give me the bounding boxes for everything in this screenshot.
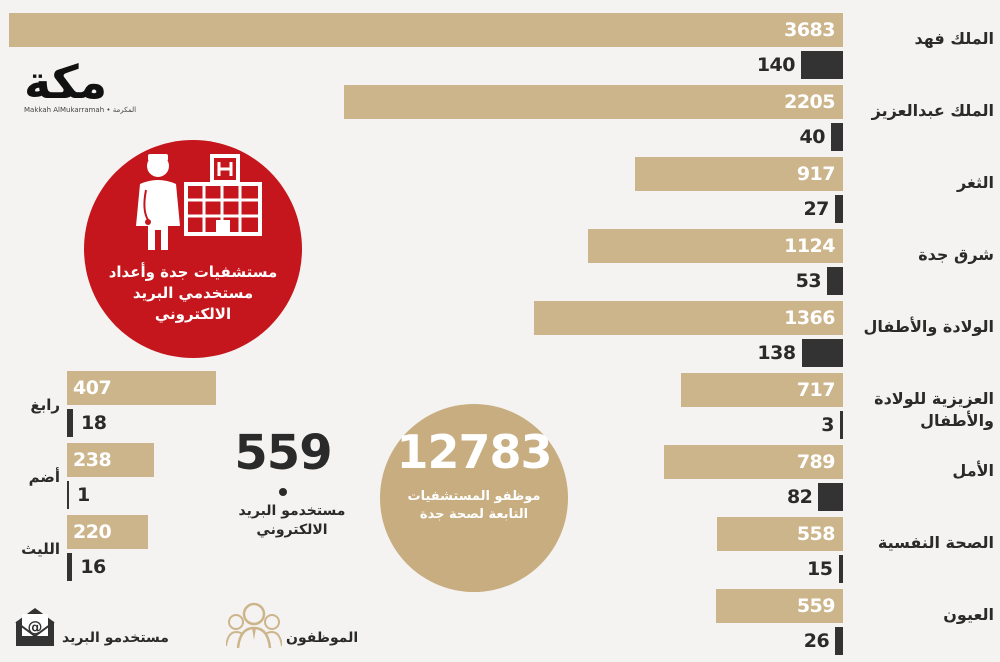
doctor-hospital-icon: [136, 154, 262, 250]
employees-value-label: 559: [796, 595, 836, 617]
category-label: الملك عبدالعزيز: [871, 101, 994, 120]
employees-value-label: 789: [796, 451, 836, 473]
total-employees-circle: [380, 404, 568, 592]
email-users-value-label: 16: [80, 556, 106, 578]
category-label: الولادة والأطفال: [863, 317, 994, 336]
email-users-value-label: 138: [757, 342, 796, 364]
employees-bar: [533, 301, 843, 335]
email-users-value-label: 53: [795, 270, 822, 292]
chart-title: مستشفيات جدة وأعداد مستخدمي البريد الالك…: [108, 263, 278, 323]
employees-bar: [588, 229, 843, 263]
employees-value-label: 3683: [784, 19, 835, 41]
category-label: رابغ: [30, 396, 60, 414]
logo: مكة: [24, 55, 108, 109]
email-users-value-label: 15: [807, 558, 833, 580]
legend-employees: الموظفون: [286, 630, 359, 646]
email-users-bar: [67, 409, 73, 437]
employees-value-label: 220: [73, 521, 112, 543]
email-users-bar: [835, 627, 843, 655]
category-label: شرق جدة: [918, 245, 994, 264]
employees-value-label: 917: [796, 163, 836, 185]
category-label: أضم: [28, 468, 60, 486]
email-users-value-label: 26: [803, 630, 830, 652]
email-users-bar: [838, 555, 843, 583]
email-users-value-label: 82: [786, 486, 813, 508]
email-users-value-label: 1: [77, 484, 90, 506]
bullet-dot: [279, 488, 287, 496]
category-label: الأمل: [952, 461, 994, 480]
email-envelope-icon: @: [15, 608, 55, 646]
email-users-bar: [834, 195, 843, 223]
employees-value-label: 558: [796, 523, 836, 545]
email-users-bar: [801, 51, 843, 79]
email-users-bar: [840, 411, 843, 439]
employees-bar: [67, 443, 155, 477]
category-label: الصحة النفسية: [877, 533, 994, 552]
employees-bar: [680, 373, 843, 407]
email-users-total-value: 559: [234, 425, 332, 481]
employees-value-label: 717: [796, 379, 836, 401]
employees-value-label: 407: [73, 377, 112, 399]
category-label: العيون: [943, 605, 994, 624]
email-users-bar: [818, 483, 843, 511]
employees-bar: [67, 515, 148, 549]
employees-value-label: 238: [73, 449, 112, 471]
employees-bar: [716, 589, 843, 623]
category-label: العزيزية للولادة والأطفال: [874, 389, 994, 430]
employees-bar: [343, 85, 843, 119]
total-employees-value: 12783: [396, 425, 552, 479]
email-users-bar: [67, 553, 73, 581]
email-users-value-label: 40: [799, 126, 826, 148]
employees-bar: [716, 517, 843, 551]
employees-value-label: 1124: [784, 235, 835, 257]
title-circle: [84, 140, 302, 358]
email-users-value-label: 18: [81, 412, 107, 434]
email-users-bar: [67, 481, 69, 509]
employees-bar: [9, 13, 843, 47]
logo-subtitle: Makkah AlMukarramah • المكرمة: [24, 106, 137, 114]
email-users-bar: [801, 339, 843, 367]
total-employees-caption: موظفو المستشفيات التابعة لصحة جدة: [407, 489, 541, 522]
employees-value-label: 1366: [784, 307, 835, 329]
employees-bar: [664, 445, 843, 479]
legend-email-users: مستخدمو البريد: [62, 630, 169, 646]
category-label: الليث: [21, 540, 60, 558]
email-users-value-label: 27: [803, 198, 829, 220]
employees-bar: [635, 157, 843, 191]
email-users-total-caption: مستخدمو البريد الالكتروني: [238, 503, 346, 538]
email-users-value-label: 140: [756, 54, 796, 76]
employees-people-icon: [226, 602, 282, 649]
email-users-bar: [827, 267, 843, 295]
category-label: الملك فهد: [914, 29, 995, 48]
email-users-value-label: 3: [821, 414, 834, 436]
employees-bar: [67, 371, 216, 405]
email-users-bar: [831, 123, 843, 151]
svg-text:@: @: [28, 618, 43, 636]
category-label: الثغر: [956, 173, 994, 192]
employees-value-label: 2205: [784, 91, 835, 113]
